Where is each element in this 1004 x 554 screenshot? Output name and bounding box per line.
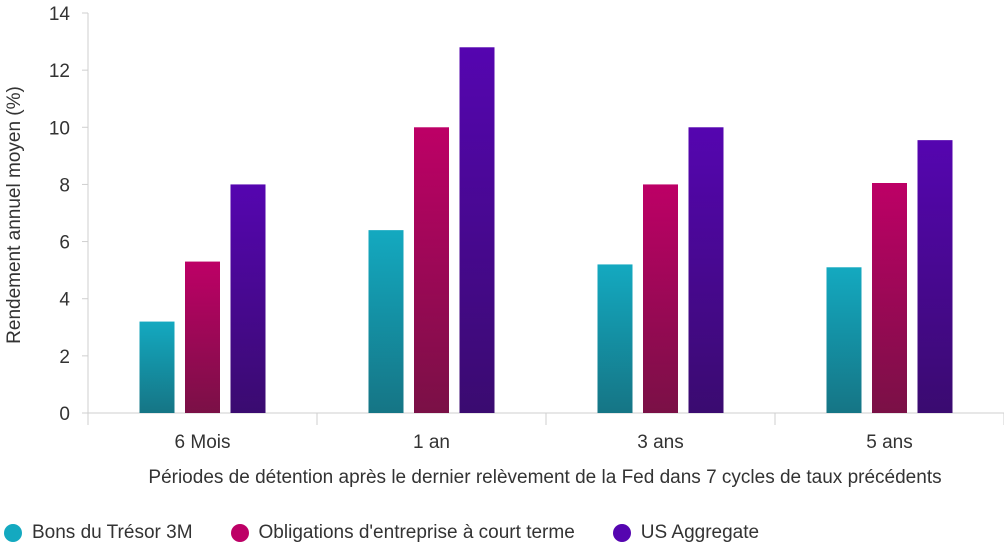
bar-corporate <box>185 261 220 413</box>
y-tick-label: 4 <box>59 290 70 311</box>
bar-treasury <box>368 230 404 413</box>
x-tick-label: 5 ans <box>866 432 912 453</box>
bar-chart: 0 2 4 6 8 10 12 14 6 Mois 1 an 3 ans 5 ans Rendeme… <box>4 4 1004 488</box>
y-tick-label: 10 <box>49 118 70 139</box>
legend-item-corporate: Obligations d'entreprise à court terme <box>230 522 575 544</box>
bar-corporate <box>643 184 678 413</box>
bar-aggregate <box>230 184 266 413</box>
legend-marker-treasury <box>4 524 22 542</box>
legend-marker-corporate <box>230 524 249 542</box>
y-tick-label: 2 <box>59 347 70 368</box>
y-tick-label: 8 <box>59 175 70 196</box>
x-axis: 6 Mois 1 an 3 ans 5 ans <box>87 412 1004 453</box>
y-tick-label: 14 <box>49 4 71 25</box>
legend: Bons du Trésor 3M Obligations d'entrepri… <box>4 522 797 544</box>
legend-marker-aggregate <box>612 524 631 542</box>
legend-item-aggregate: US Aggregate <box>612 522 760 544</box>
bar-aggregate <box>688 127 724 414</box>
x-tick-label: 3 ans <box>637 432 683 453</box>
bar-aggregate <box>917 140 953 413</box>
y-tick-label: 6 <box>59 233 70 254</box>
bar-corporate <box>414 127 449 414</box>
x-tick-label: 6 Mois <box>175 432 231 453</box>
y-axis: 0 2 4 6 8 10 12 14 <box>49 4 89 425</box>
y-tick-label: 0 <box>59 404 70 425</box>
bars <box>139 47 953 414</box>
bar-treasury <box>597 264 633 413</box>
legend-label-aggregate: US Aggregate <box>640 522 760 543</box>
bar-aggregate <box>459 47 495 414</box>
x-tick-label: 1 an <box>413 432 450 453</box>
bar-treasury <box>826 267 862 413</box>
legend-label-treasury: Bons du Trésor 3M <box>32 522 193 543</box>
y-axis-title: Rendement annuel moyen (%) <box>4 86 25 344</box>
bar-treasury <box>139 321 175 413</box>
y-tick-label: 12 <box>49 61 70 82</box>
x-axis-title: Périodes de détention après le dernier r… <box>148 467 941 488</box>
legend-label-corporate: Obligations d'entreprise à court terme <box>258 522 575 543</box>
legend-item-treasury: Bons du Trésor 3M <box>4 522 193 544</box>
bar-corporate <box>872 183 907 413</box>
